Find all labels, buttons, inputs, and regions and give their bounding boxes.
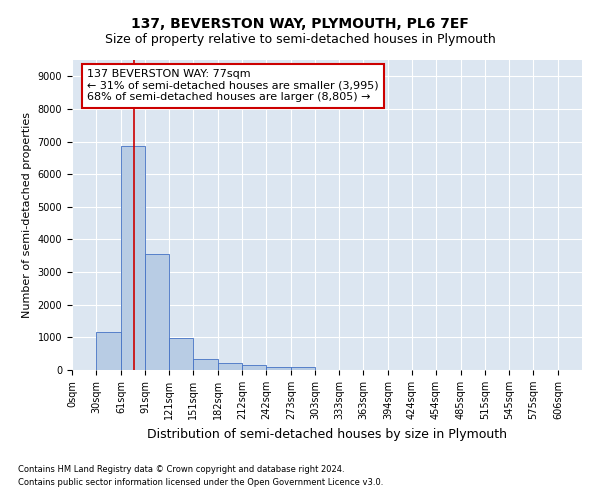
Bar	[169, 338, 193, 370]
Text: 137, BEVERSTON WAY, PLYMOUTH, PL6 7EF: 137, BEVERSTON WAY, PLYMOUTH, PL6 7EF	[131, 18, 469, 32]
Bar	[96, 332, 121, 370]
Y-axis label: Number of semi-detached properties: Number of semi-detached properties	[22, 112, 32, 318]
Bar	[266, 366, 291, 370]
Bar	[145, 254, 169, 370]
Text: Contains HM Land Registry data © Crown copyright and database right 2024.: Contains HM Land Registry data © Crown c…	[18, 466, 344, 474]
Bar	[193, 358, 218, 370]
X-axis label: Distribution of semi-detached houses by size in Plymouth: Distribution of semi-detached houses by …	[147, 428, 507, 440]
Bar	[121, 146, 145, 370]
Text: Size of property relative to semi-detached houses in Plymouth: Size of property relative to semi-detach…	[104, 32, 496, 46]
Bar	[242, 365, 266, 370]
Bar	[291, 366, 315, 370]
Text: 137 BEVERSTON WAY: 77sqm
← 31% of semi-detached houses are smaller (3,995)
68% o: 137 BEVERSTON WAY: 77sqm ← 31% of semi-d…	[88, 70, 379, 102]
Text: Contains public sector information licensed under the Open Government Licence v3: Contains public sector information licen…	[18, 478, 383, 487]
Bar	[218, 364, 242, 370]
